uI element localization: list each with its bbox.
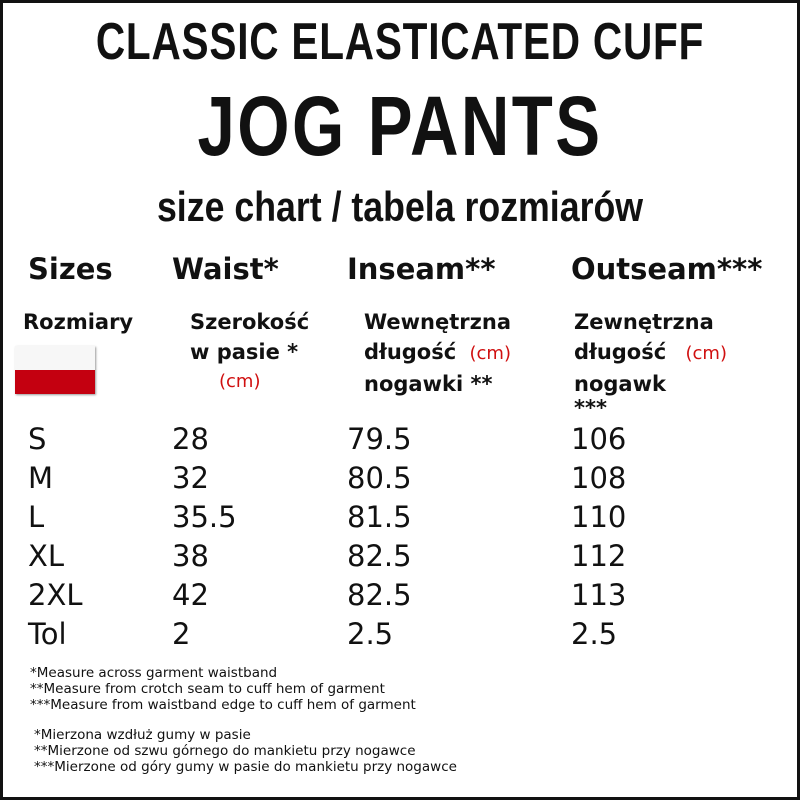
row-5-outseam: 113 [571, 578, 627, 612]
inseam-line-2: długość [364, 340, 457, 364]
inseam-line-1: Wewnętrzna [364, 310, 511, 334]
header-sizes: Sizes [28, 252, 113, 286]
row-1-size: S [28, 422, 47, 456]
waist-line-1: Szerokość [190, 310, 310, 334]
row-6-waist: 2 [172, 617, 191, 651]
row-4-outseam: 112 [571, 539, 627, 573]
row-3-inseam: 81.5 [347, 500, 412, 534]
row-1-inseam: 79.5 [347, 422, 412, 456]
row-4-inseam: 82.5 [347, 539, 412, 573]
note-pl-2: **Mierzone od szwu górnego do mankietu p… [34, 743, 416, 759]
row-1-outseam: 106 [571, 422, 627, 456]
outseam-line-3: nogawk [574, 372, 666, 396]
row-5-size: 2XL [28, 578, 83, 612]
row-2-inseam: 80.5 [347, 461, 412, 495]
row-1-waist: 28 [172, 422, 209, 456]
inseam-line-3: nogawki ** [364, 372, 493, 396]
row-4-waist: 38 [172, 539, 209, 573]
header-outseam: Outseam*** [571, 252, 763, 286]
row-5-inseam: 82.5 [347, 578, 412, 612]
note-pl-1: *Mierzona wzdłuż gumy w pasie [34, 727, 251, 743]
outseam-unit: (cm) [685, 343, 727, 364]
outseam-line-2: długość [574, 340, 667, 364]
outseam-line-1: Zewnętrzna [574, 310, 714, 334]
polish-header-outseam: Zewnętrzna długość (cm) nogawk *** [574, 307, 727, 420]
note-en-2: **Measure from crotch seam to cuff hem o… [30, 681, 385, 697]
poland-flag-icon [15, 346, 95, 394]
row-3-outseam: 110 [571, 500, 627, 534]
waist-line-2: w pasie * [190, 340, 299, 364]
row-6-outseam: 2.5 [571, 617, 618, 651]
note-pl-3: ***Mierzone od góry gumy w pasie do mank… [34, 759, 457, 775]
polish-header-waist: Szerokość w pasie * (cm) [190, 307, 309, 397]
notes-english: *Measure across garment waistband **Meas… [30, 665, 416, 713]
header-inseam: Inseam** [347, 252, 496, 286]
row-2-size: M [28, 461, 54, 495]
row-5-waist: 42 [172, 578, 209, 612]
row-3-size: L [28, 500, 45, 534]
row-2-waist: 32 [172, 461, 209, 495]
outseam-line-4: *** [574, 396, 607, 420]
row-6-size: Tol [28, 617, 67, 651]
notes-polish: *Mierzona wzdłuż gumy w pasie **Mierzone… [34, 727, 457, 775]
header-waist: Waist* [172, 252, 279, 286]
polish-header-sizes: Rozmiary [23, 310, 134, 334]
row-2-outseam: 108 [571, 461, 627, 495]
title-product: JOG PANTS [197, 79, 603, 173]
note-en-1: *Measure across garment waistband [30, 665, 278, 681]
note-en-3: ***Measure from waistband edge to cuff h… [30, 697, 416, 713]
row-6-inseam: 2.5 [347, 617, 394, 651]
row-4-size: XL [28, 539, 65, 573]
inseam-unit: (cm) [469, 343, 511, 364]
subtitle: size chart / tabela rozmiarów [156, 183, 644, 230]
row-3-waist: 35.5 [172, 500, 237, 534]
polish-header-inseam: Wewnętrzna długość (cm) nogawki ** [364, 307, 511, 399]
waist-unit: (cm) [219, 371, 261, 392]
title-line-1: CLASSIC ELASTICATED CUFF [95, 13, 705, 71]
